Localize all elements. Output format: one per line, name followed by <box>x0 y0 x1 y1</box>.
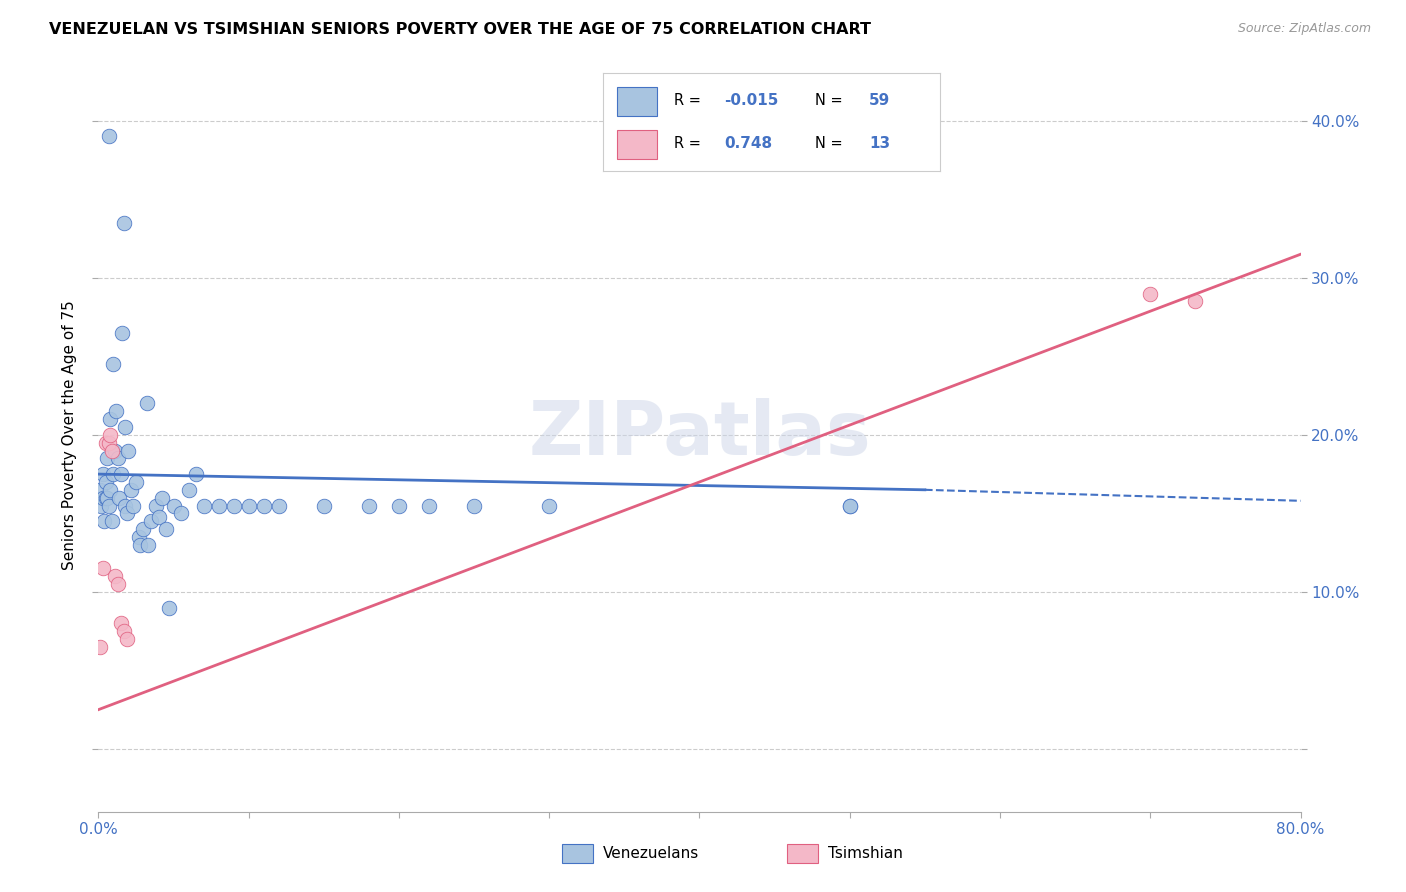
Point <box>267 499 290 513</box>
Point <box>139 514 162 528</box>
Point <box>100 412 122 426</box>
Point <box>103 467 125 482</box>
Point <box>117 443 139 458</box>
Point <box>177 483 200 497</box>
Point <box>136 538 159 552</box>
Point <box>145 499 167 513</box>
Point <box>91 561 114 575</box>
Point <box>418 499 440 513</box>
Text: VENEZUELAN VS TSIMSHIAN SENIORS POVERTY OVER THE AGE OF 75 CORRELATION CHART: VENEZUELAN VS TSIMSHIAN SENIORS POVERTY … <box>49 22 872 37</box>
Point <box>129 538 152 552</box>
Point <box>157 600 180 615</box>
Point <box>96 451 118 466</box>
Point <box>94 435 117 450</box>
Point <box>121 483 143 497</box>
Point <box>128 530 150 544</box>
Point <box>107 451 129 466</box>
Point <box>101 443 124 458</box>
Point <box>93 514 115 528</box>
Point <box>89 640 111 654</box>
Point <box>122 499 145 513</box>
Point <box>155 522 177 536</box>
Point <box>132 522 155 536</box>
Point <box>1184 294 1206 309</box>
Point <box>90 499 112 513</box>
Point <box>107 577 129 591</box>
Point <box>104 443 127 458</box>
Point <box>148 509 170 524</box>
Point <box>388 499 411 513</box>
Point <box>253 499 276 513</box>
Point <box>125 475 148 489</box>
Point <box>110 616 132 631</box>
Point <box>135 396 157 410</box>
Point <box>162 499 184 513</box>
Point <box>100 483 122 497</box>
Text: Source: ZipAtlas.com: Source: ZipAtlas.com <box>1237 22 1371 36</box>
Point <box>115 632 138 646</box>
Point <box>112 624 135 639</box>
Point <box>114 420 136 434</box>
Point <box>238 499 260 513</box>
Point <box>208 499 231 513</box>
Point <box>114 499 136 513</box>
Point <box>838 499 860 513</box>
Point <box>91 467 114 482</box>
Point <box>108 491 131 505</box>
Point <box>96 491 118 505</box>
Point <box>1139 286 1161 301</box>
Point <box>111 326 134 340</box>
Point <box>105 404 128 418</box>
Text: ZIPatlas: ZIPatlas <box>529 399 870 471</box>
Point <box>357 499 380 513</box>
Y-axis label: Seniors Poverty Over the Age of 75: Seniors Poverty Over the Age of 75 <box>62 300 77 570</box>
Point <box>150 491 173 505</box>
Point <box>94 491 117 505</box>
Point <box>193 499 215 513</box>
Text: Venezuelans: Venezuelans <box>603 847 699 861</box>
Point <box>463 499 485 513</box>
Point <box>97 499 120 513</box>
Point <box>91 491 114 505</box>
Point <box>110 467 132 482</box>
Point <box>184 467 207 482</box>
Point <box>104 569 127 583</box>
Point <box>312 499 335 513</box>
Point <box>94 475 117 489</box>
Point <box>103 357 125 371</box>
Point <box>170 507 193 521</box>
Point <box>112 216 135 230</box>
Point <box>89 483 111 497</box>
Point <box>538 499 561 513</box>
Point <box>97 435 120 450</box>
Point <box>115 507 138 521</box>
Point <box>100 427 122 442</box>
Point <box>222 499 245 513</box>
Point <box>97 129 120 144</box>
Point <box>101 514 124 528</box>
Text: Tsimshian: Tsimshian <box>828 847 903 861</box>
Point <box>838 499 860 513</box>
